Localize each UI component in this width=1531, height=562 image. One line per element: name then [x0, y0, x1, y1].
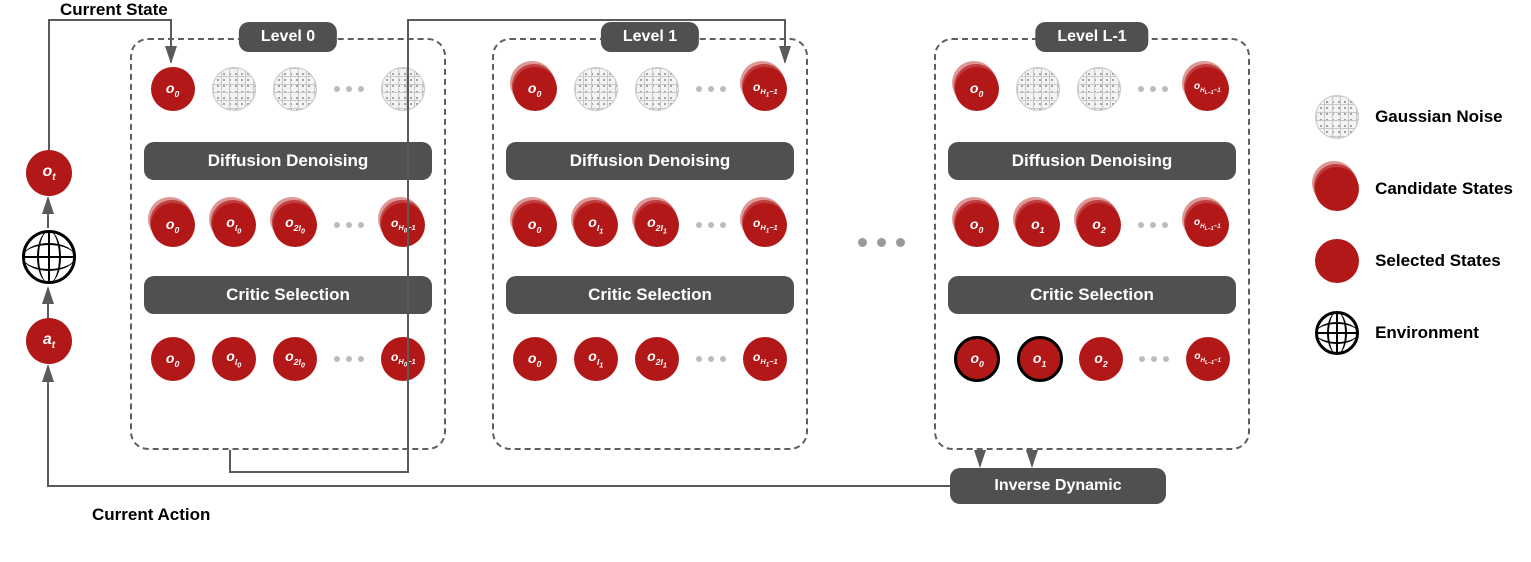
selected-node: o2I1 — [635, 337, 679, 381]
selected-node-ring: o0 — [954, 336, 1000, 382]
selected-node-ring: o1 — [1017, 336, 1063, 382]
obs-label: ot — [42, 163, 55, 183]
level-1-row-mid: o0 oI1 o2I1 oH1−1 — [504, 198, 796, 252]
candidate-node: o2I0 — [273, 203, 317, 247]
legend-text: Selected States — [1375, 251, 1501, 271]
ellipsis-icon — [1139, 356, 1169, 362]
selected-node: oI0 — [212, 337, 256, 381]
level-0-row-top: o0 — [142, 62, 434, 116]
ellipsis-icon — [334, 356, 364, 362]
current-state-label: Current State — [60, 0, 168, 20]
level-1-box: Level 1 o0 oH1−1 Diffusion Denoising o0 … — [492, 38, 808, 450]
candidate-node: o2 — [1077, 203, 1121, 247]
act-node: at — [26, 318, 72, 364]
gaussian-noise-icon — [574, 67, 618, 111]
selected-node: oH0−1 — [381, 337, 425, 381]
level-0-row-bot: o0 oI0 o2I0 oH0−1 — [142, 332, 434, 386]
candidate-node: oHL−1−1 — [1185, 67, 1229, 111]
selected-node: oHL−1−1 — [1186, 337, 1230, 381]
gaussian-noise-icon — [1077, 67, 1121, 111]
ellipsis-big-icon — [856, 238, 906, 247]
ellipsis-icon — [1138, 86, 1168, 92]
obs-node: ot — [26, 150, 72, 196]
candidate-node: oI1 — [574, 203, 618, 247]
selected-node: o0 — [151, 337, 195, 381]
selected-node: o0 — [513, 337, 557, 381]
critic-bar: Critic Selection — [144, 276, 432, 314]
gaussian-noise-icon — [212, 67, 256, 111]
level-0-row-mid: o0 oI0 o2I0 oH0−1 — [142, 198, 434, 252]
diffusion-bar: Diffusion Denoising — [506, 142, 794, 180]
gaussian-noise-icon — [273, 67, 317, 111]
candidate-node: o0 — [513, 203, 557, 247]
level-0-tab: Level 0 — [239, 22, 337, 52]
candidate-node: oH1−1 — [743, 203, 787, 247]
level-lminus1-tab: Level L-1 — [1035, 22, 1148, 52]
ellipsis-icon — [696, 222, 726, 228]
candidate-node: o0 — [151, 203, 195, 247]
legend-selected: Selected States — [1315, 239, 1513, 283]
legend-candidate: Candidate States — [1315, 167, 1513, 211]
current-action-label: Current Action — [92, 505, 210, 525]
candidate-node: o2I1 — [635, 203, 679, 247]
selected-node: oH1−1 — [743, 337, 787, 381]
gaussian-noise-icon — [381, 67, 425, 111]
selected-icon — [1315, 239, 1359, 283]
gaussian-noise-icon — [1016, 67, 1060, 111]
state-node: o0 — [151, 67, 195, 111]
legend-environment: Environment — [1315, 311, 1513, 355]
candidate-node: oH1−1 — [743, 67, 787, 111]
legend-gaussian: Gaussian Noise — [1315, 95, 1513, 139]
legend-text: Environment — [1375, 323, 1479, 343]
level-lminus1-row-top: o0 oHL−1−1 — [946, 62, 1238, 116]
environment-icon — [1315, 311, 1359, 355]
level-0-box: Level 0 o0 Diffusion Denoising o0 oI0 o2… — [130, 38, 446, 450]
ellipsis-icon — [334, 222, 364, 228]
gaussian-noise-icon — [635, 67, 679, 111]
candidate-node: o0 — [955, 203, 999, 247]
candidate-icon — [1315, 167, 1359, 211]
ellipsis-icon — [1138, 222, 1168, 228]
critic-bar: Critic Selection — [506, 276, 794, 314]
selected-node: oI1 — [574, 337, 618, 381]
level-1-row-bot: o0 oI1 o2I1 oH1−1 — [504, 332, 796, 386]
level-1-tab: Level 1 — [601, 22, 699, 52]
level-1-row-top: o0 oH1−1 — [504, 62, 796, 116]
candidate-node: o0 — [955, 67, 999, 111]
selected-node: o2 — [1079, 337, 1123, 381]
ellipsis-icon — [334, 86, 364, 92]
ellipsis-icon — [696, 356, 726, 362]
candidate-node: o0 — [513, 67, 557, 111]
gaussian-noise-icon — [1315, 95, 1359, 139]
candidate-node: oHL−1−1 — [1185, 203, 1229, 247]
critic-bar: Critic Selection — [948, 276, 1236, 314]
legend: Gaussian Noise Candidate States Selected… — [1315, 95, 1513, 355]
level-lminus1-row-mid: o0 o1 o2 oHL−1−1 — [946, 198, 1238, 252]
environment-icon — [22, 230, 76, 284]
selected-node: o2I0 — [273, 337, 317, 381]
candidate-node: oI0 — [212, 203, 256, 247]
candidate-node: oH0−1 — [381, 203, 425, 247]
legend-text: Gaussian Noise — [1375, 107, 1503, 127]
level-lminus1-box: Level L-1 o0 oHL−1−1 Diffusion Denoising… — [934, 38, 1250, 450]
diffusion-bar: Diffusion Denoising — [948, 142, 1236, 180]
ellipsis-icon — [696, 86, 726, 92]
act-label: at — [43, 331, 55, 351]
candidate-node: o1 — [1016, 203, 1060, 247]
legend-text: Candidate States — [1375, 179, 1513, 199]
diffusion-bar: Diffusion Denoising — [144, 142, 432, 180]
level-lminus1-row-bot: o0 o1 o2 oHL−1−1 — [946, 332, 1238, 386]
inverse-dynamic-bar: Inverse Dynamic — [950, 468, 1166, 504]
